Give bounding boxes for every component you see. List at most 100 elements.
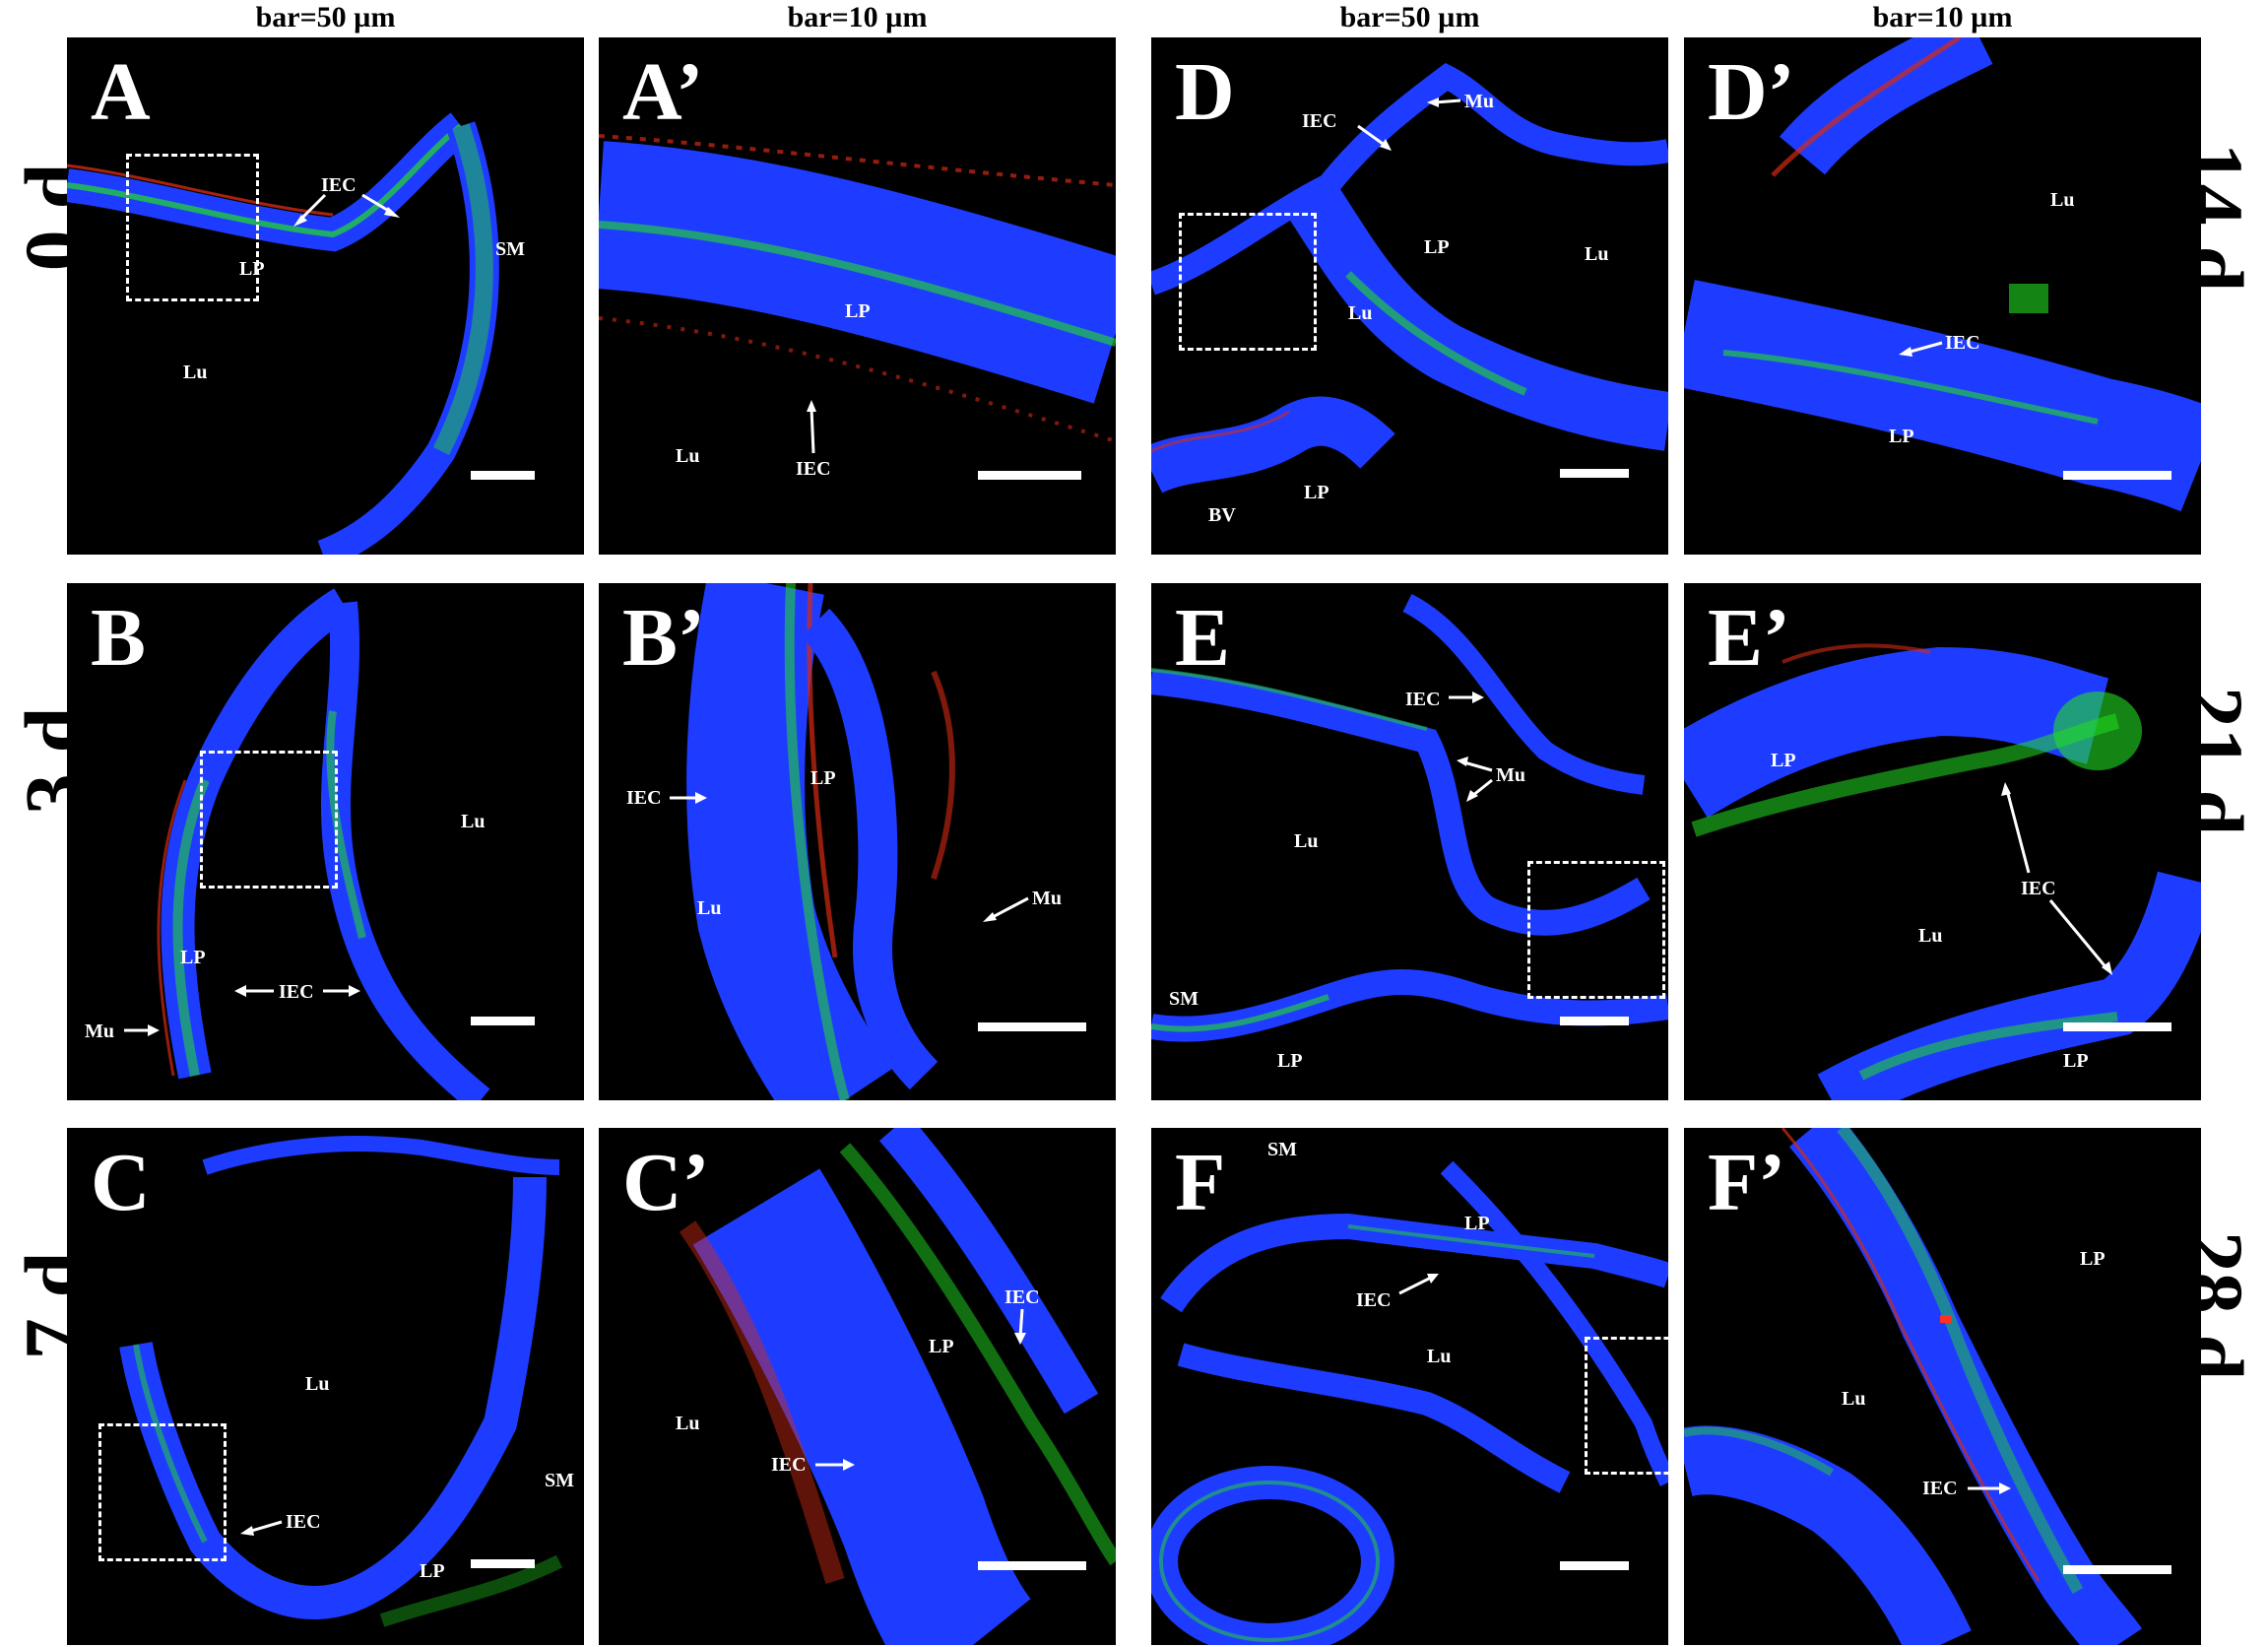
label-mu: Mu <box>1496 764 1525 786</box>
micrograph-D <box>1151 62 1668 494</box>
scale-bar <box>471 1017 535 1025</box>
label-mu: Mu <box>85 1021 114 1042</box>
panel-C-prime: C’ IEC LP Lu IEC <box>599 1128 1116 1645</box>
panel-letter: B <box>91 592 147 684</box>
region-of-interest-box <box>126 154 259 301</box>
scale-bar <box>471 1559 535 1568</box>
label-lu: Lu <box>2050 189 2075 211</box>
label-sm: SM <box>545 1470 574 1491</box>
label-lu: Lu <box>305 1373 330 1395</box>
label-lu: Lu <box>461 811 486 832</box>
label-lp: LP <box>1771 750 1796 771</box>
label-lp: LP <box>1304 482 1329 503</box>
panel-E: E IEC Mu Lu SM LP <box>1151 583 1668 1100</box>
label-iec: IEC <box>1356 1289 1392 1311</box>
panel-C: C Lu IEC SM LP <box>67 1128 584 1645</box>
label-sm: SM <box>1169 988 1199 1010</box>
label-mu: Mu <box>1464 91 1494 112</box>
column-header-2: bar=10 µm <box>787 1 928 33</box>
scale-bar <box>2063 1022 2171 1031</box>
label-mu: Mu <box>1032 888 1062 909</box>
label-lp: LP <box>1424 236 1450 258</box>
panel-B-prime: B’ LP IEC Lu Mu <box>599 583 1116 1100</box>
label-lp: LP <box>1464 1213 1490 1234</box>
scale-bar <box>471 471 535 480</box>
label-lp: LP <box>2063 1050 2089 1072</box>
micrograph-C-prime <box>679 1128 1116 1645</box>
label-sm: SM <box>1267 1139 1297 1160</box>
panel-letter: F <box>1175 1137 1226 1228</box>
micrograph-A <box>67 112 499 555</box>
panel-F: F SM LP IEC Lu <box>1151 1128 1668 1645</box>
panel-letter: D’ <box>1708 46 1795 138</box>
panel-letter: C’ <box>622 1137 710 1228</box>
label-lu: Lu <box>1427 1346 1452 1367</box>
panel-letter: F’ <box>1708 1137 1786 1228</box>
region-of-interest-box <box>1179 213 1317 351</box>
label-lp: LP <box>2080 1248 2106 1270</box>
label-iec: IEC <box>1922 1478 1958 1499</box>
label-iec: IEC <box>796 458 831 480</box>
label-lp: LP <box>420 1560 445 1582</box>
label-iec: IEC <box>771 1454 807 1476</box>
label-lu: Lu <box>1842 1388 1866 1410</box>
micrograph-E-prime <box>1684 643 2201 1100</box>
label-lu: Lu <box>1585 243 1609 265</box>
label-lp: LP <box>1889 426 1914 447</box>
region-of-interest-box <box>1585 1337 1668 1475</box>
label-iec: IEC <box>321 174 356 196</box>
label-bv: BV <box>1208 504 1236 526</box>
label-lp: LP <box>1277 1050 1303 1072</box>
label-lu: Lu <box>676 1413 700 1434</box>
panel-letter: D <box>1175 46 1235 138</box>
label-lp: LP <box>180 947 206 968</box>
label-lu: Lu <box>697 897 722 919</box>
micrograph-A-prime <box>599 134 1116 443</box>
label-lu: Lu <box>183 362 208 383</box>
panel-letter: C <box>91 1137 151 1228</box>
micrograph-F-prime <box>1684 1128 2142 1645</box>
panel-E-prime: E’ LP IEC Lu LP <box>1684 583 2201 1100</box>
micrograph-C <box>119 1136 563 1627</box>
label-lp: LP <box>929 1336 954 1357</box>
label-iec: IEC <box>1302 110 1337 132</box>
scale-bar <box>2063 1565 2171 1574</box>
column-header-1: bar=50 µm <box>255 1 396 33</box>
scale-bar <box>1560 1561 1629 1570</box>
label-lp: LP <box>810 767 836 789</box>
micrograph-D-prime <box>1684 37 2201 512</box>
panel-F-prime: F’ LP Lu IEC <box>1684 1128 2201 1645</box>
panel-letter: E’ <box>1708 592 1790 684</box>
label-lu: Lu <box>676 445 700 467</box>
region-of-interest-box <box>1527 861 1665 999</box>
label-lu: Lu <box>1918 925 1943 947</box>
label-lp: LP <box>239 258 265 280</box>
panel-D: D Mu IEC LP Lu Lu BV LP <box>1151 37 1668 555</box>
panel-letter: A <box>91 46 151 138</box>
scale-bar <box>1560 1017 1629 1025</box>
micrograph-F <box>1151 1160 1668 1645</box>
panel-B: B Lu LP IEC Mu <box>67 583 584 1100</box>
label-iec: IEC <box>1945 332 1980 354</box>
micrograph-E <box>1151 594 1668 1042</box>
region-of-interest-box <box>98 1423 227 1561</box>
label-iec: IEC <box>279 981 314 1003</box>
scale-bar <box>2063 471 2171 480</box>
micrograph-B-prime <box>686 583 955 1100</box>
label-iec: IEC <box>626 787 662 809</box>
panel-letter: A’ <box>622 46 704 138</box>
column-header-4: bar=10 µm <box>1872 1 2013 33</box>
label-iec: IEC <box>2021 878 2056 899</box>
scale-bar <box>1560 469 1629 478</box>
label-lu: Lu <box>1348 302 1373 324</box>
panel-A: A IEC LP SM Lu <box>67 37 584 555</box>
scale-bar <box>978 1561 1086 1570</box>
label-iec: IEC <box>286 1511 321 1533</box>
label-iec: IEC <box>1004 1286 1040 1308</box>
panel-D-prime: D’ Lu IEC LP <box>1684 37 2201 555</box>
region-of-interest-box <box>200 751 338 889</box>
panel-letter: B’ <box>622 592 705 684</box>
label-sm: SM <box>495 238 525 260</box>
panel-A-prime: A’ LP Lu IEC <box>599 37 1116 555</box>
label-lu: Lu <box>1294 830 1319 852</box>
